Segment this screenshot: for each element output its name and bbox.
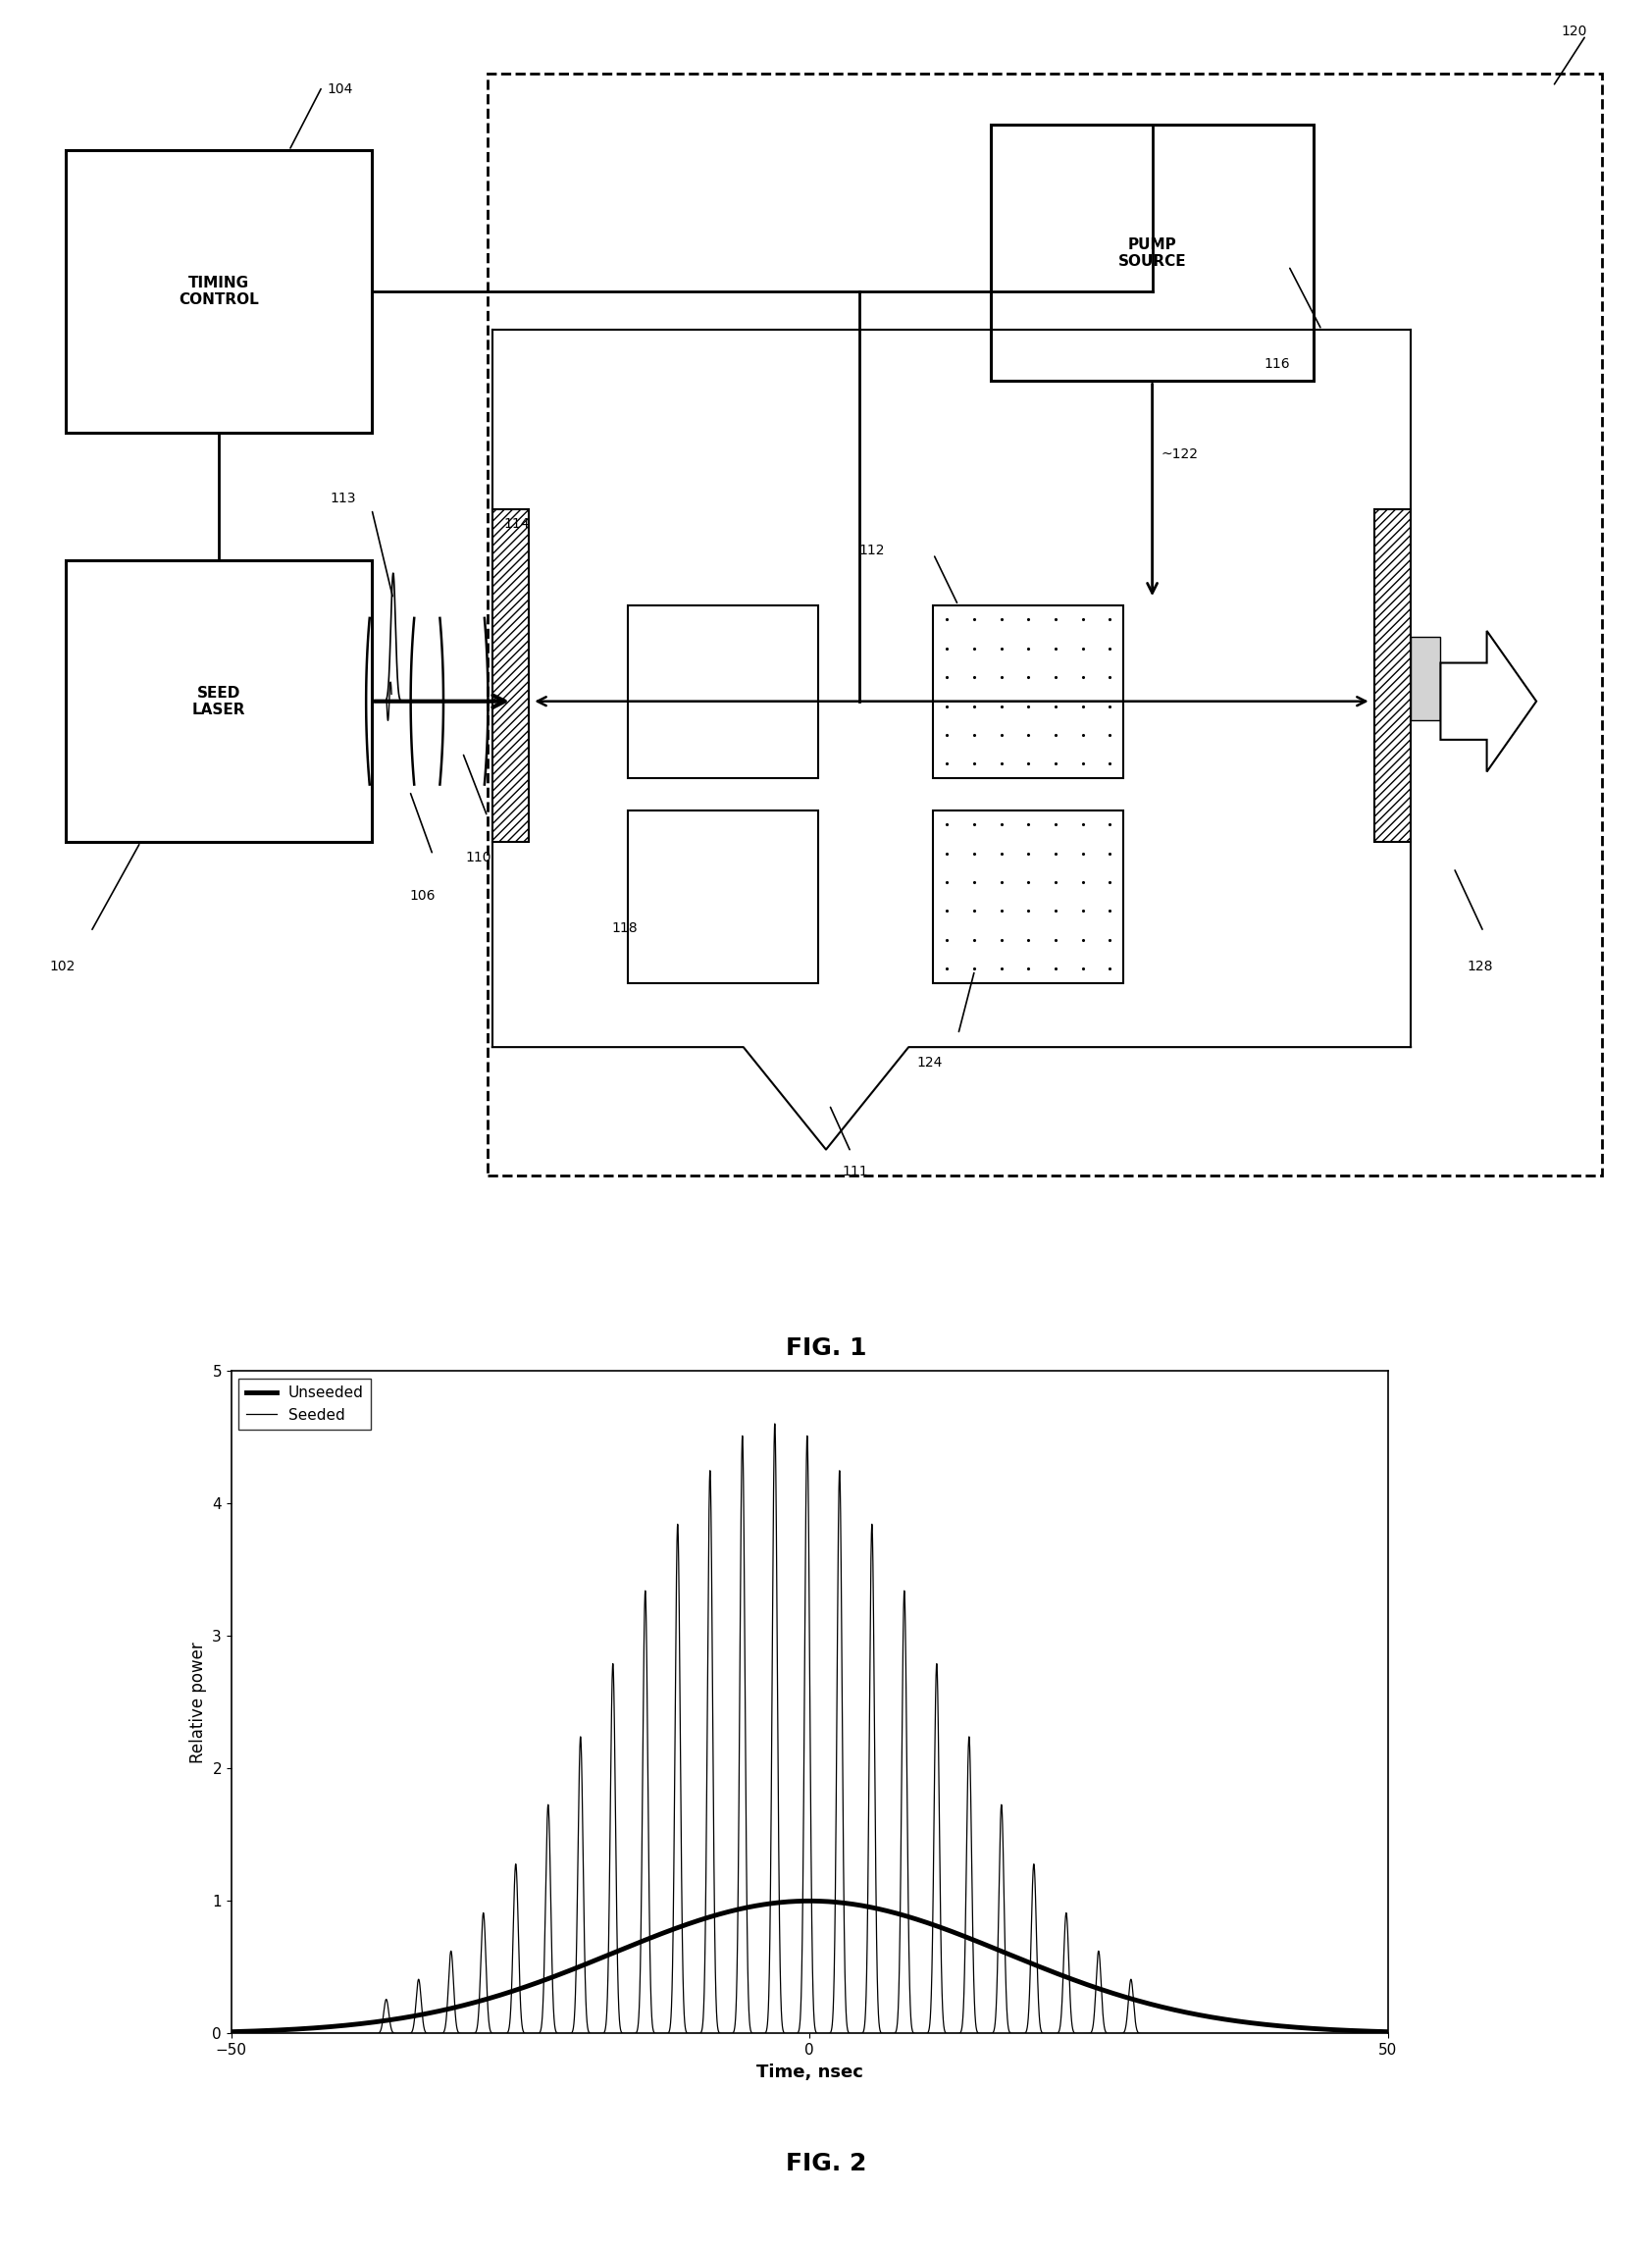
X-axis label: Time, nsec: Time, nsec xyxy=(757,2063,862,2081)
Unseeded xyxy=(963,1926,983,1953)
Line: Seeded: Seeded xyxy=(231,1425,1388,2034)
Unseeded xyxy=(1378,2018,1398,2045)
Unseeded xyxy=(1049,1962,1069,1989)
Unseeded xyxy=(800,1887,819,1914)
Bar xyxy=(492,510,529,843)
Text: 104: 104 xyxy=(327,83,354,97)
Bar xyxy=(628,811,818,984)
Unseeded xyxy=(221,2018,241,2045)
Text: 106: 106 xyxy=(410,890,436,903)
Unseeded xyxy=(1303,2016,1323,2043)
Bar xyxy=(628,604,818,777)
Seeded xyxy=(221,2020,241,2047)
Unseeded xyxy=(920,1910,940,1937)
Y-axis label: Relative power: Relative power xyxy=(188,1640,206,1764)
Line: Unseeded: Unseeded xyxy=(231,1901,1388,2031)
Text: ~122: ~122 xyxy=(1160,447,1198,461)
Text: 114: 114 xyxy=(504,517,530,530)
Text: 110: 110 xyxy=(466,852,492,865)
Seeded xyxy=(509,1962,529,1989)
Seeded xyxy=(1049,2018,1069,2045)
Bar xyxy=(1411,638,1441,721)
Bar xyxy=(66,560,372,843)
Text: 128: 128 xyxy=(1467,959,1493,973)
Seeded xyxy=(963,1962,983,1989)
Unseeded xyxy=(509,1975,529,2002)
Text: PUMP
SOURCE: PUMP SOURCE xyxy=(1118,238,1186,270)
Bar xyxy=(933,604,1123,777)
Text: 116: 116 xyxy=(1264,357,1290,371)
Text: 111: 111 xyxy=(843,1164,869,1177)
Text: TIMING
CONTROL: TIMING CONTROL xyxy=(178,276,259,308)
Seeded xyxy=(768,1782,788,1809)
Text: 124: 124 xyxy=(917,1056,943,1070)
Text: 102: 102 xyxy=(50,959,76,973)
Seeded xyxy=(1378,2020,1398,2047)
Bar xyxy=(487,74,1602,1175)
Seeded xyxy=(765,1411,785,1438)
Seeded xyxy=(920,1998,940,2025)
Bar xyxy=(933,811,1123,984)
Polygon shape xyxy=(1441,631,1536,771)
Text: FIG. 1: FIG. 1 xyxy=(786,1337,866,1359)
Unseeded xyxy=(768,1890,788,1917)
Legend: Unseeded, Seeded: Unseeded, Seeded xyxy=(240,1377,372,1429)
Text: FIG. 2: FIG. 2 xyxy=(786,2153,866,2175)
Text: 118: 118 xyxy=(611,921,638,935)
Bar xyxy=(66,151,372,431)
Bar xyxy=(1374,510,1411,843)
Text: 113: 113 xyxy=(330,492,357,506)
Seeded xyxy=(1303,2020,1323,2047)
Text: 112: 112 xyxy=(859,544,885,557)
Bar xyxy=(991,126,1313,382)
Text: SEED
LASER: SEED LASER xyxy=(192,685,246,717)
Text: 120: 120 xyxy=(1561,25,1588,38)
